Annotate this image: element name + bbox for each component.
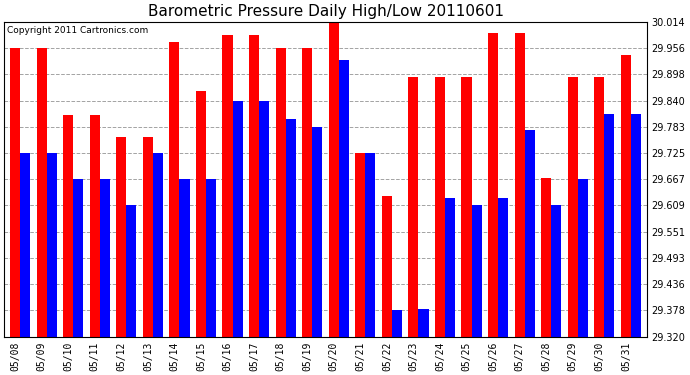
Bar: [20, 153, 30, 337]
Bar: [392, 310, 402, 337]
Bar: [435, 77, 445, 337]
Bar: [498, 198, 509, 337]
Bar: [355, 153, 365, 337]
Bar: [90, 115, 100, 337]
Bar: [471, 206, 482, 337]
Bar: [621, 55, 631, 337]
Bar: [179, 179, 190, 337]
Bar: [488, 33, 498, 337]
Bar: [37, 48, 47, 337]
Bar: [515, 33, 524, 337]
Bar: [568, 77, 578, 337]
Bar: [249, 35, 259, 337]
Bar: [302, 48, 313, 337]
Bar: [63, 115, 73, 337]
Bar: [328, 22, 339, 337]
Bar: [126, 206, 137, 337]
Bar: [153, 153, 163, 337]
Bar: [259, 100, 269, 337]
Bar: [418, 309, 428, 337]
Title: Barometric Pressure Daily High/Low 20110601: Barometric Pressure Daily High/Low 20110…: [148, 4, 504, 19]
Bar: [116, 137, 126, 337]
Bar: [286, 119, 296, 337]
Bar: [339, 60, 349, 337]
Bar: [233, 100, 243, 337]
Bar: [47, 153, 57, 337]
Bar: [10, 48, 20, 337]
Bar: [604, 114, 615, 337]
Bar: [73, 179, 83, 337]
Bar: [275, 48, 286, 337]
Bar: [594, 77, 604, 337]
Bar: [578, 179, 588, 337]
Text: Copyright 2011 Cartronics.com: Copyright 2011 Cartronics.com: [8, 27, 148, 36]
Bar: [408, 77, 418, 337]
Bar: [365, 153, 375, 337]
Bar: [143, 137, 153, 337]
Bar: [222, 35, 233, 337]
Bar: [631, 114, 641, 337]
Bar: [169, 42, 179, 337]
Bar: [462, 77, 471, 337]
Bar: [445, 198, 455, 337]
Bar: [524, 130, 535, 337]
Bar: [100, 179, 110, 337]
Bar: [196, 91, 206, 337]
Bar: [313, 126, 322, 337]
Bar: [541, 178, 551, 337]
Bar: [551, 206, 562, 337]
Bar: [382, 196, 392, 337]
Bar: [206, 179, 216, 337]
